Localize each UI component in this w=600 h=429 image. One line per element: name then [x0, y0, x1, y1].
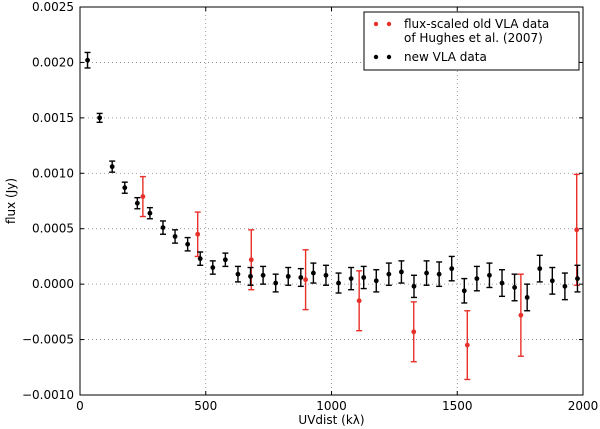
legend-label: of Hughes et al. (2007) — [404, 31, 543, 45]
series-new-vla — [84, 51, 581, 312]
legend-marker — [373, 54, 379, 60]
data-point — [160, 225, 166, 231]
data-point — [574, 227, 580, 233]
data-point — [235, 271, 241, 277]
data-point — [424, 270, 429, 276]
data-point — [537, 266, 543, 272]
data-point — [549, 278, 555, 284]
data-point — [303, 277, 308, 283]
legend-label: flux-scaled old VLA data — [404, 17, 549, 31]
data-point — [562, 283, 568, 289]
x-tick-label: 2000 — [568, 399, 599, 413]
legend-marker — [386, 21, 392, 27]
y-axis-label: flux (Jy) — [4, 178, 18, 224]
data-point — [109, 164, 115, 170]
data-point — [248, 257, 254, 263]
data-point — [512, 285, 517, 290]
grid — [80, 7, 583, 395]
y-tick-label: 0.0010 — [32, 166, 74, 180]
x-axis-label: UVdist (kλ) — [298, 413, 364, 427]
legend-label: new VLA data — [404, 50, 487, 64]
legend-marker — [373, 21, 379, 27]
data-point — [185, 241, 191, 247]
data-point — [140, 194, 146, 199]
data-point — [285, 273, 291, 279]
x-tick-label: 0 — [76, 399, 84, 413]
data-point — [147, 210, 153, 216]
data-point — [310, 270, 316, 276]
series-old-vla — [139, 173, 580, 381]
legend-box — [363, 11, 580, 71]
data-point — [461, 288, 467, 294]
data-point — [260, 272, 266, 278]
data-point — [487, 272, 492, 278]
data-point — [524, 295, 530, 300]
data-point — [85, 57, 90, 63]
data-point — [222, 257, 228, 263]
data-point — [336, 280, 341, 286]
data-point — [197, 256, 203, 262]
y-tick-label: 0.0000 — [32, 277, 74, 291]
data-point — [464, 342, 470, 348]
data-point — [518, 312, 524, 318]
data-point — [298, 275, 304, 280]
data-point — [474, 276, 480, 281]
data-point — [411, 283, 417, 289]
data-point — [248, 273, 253, 279]
data-point — [575, 276, 580, 281]
data-point — [122, 185, 128, 191]
data-point — [386, 271, 392, 277]
data-point — [449, 266, 455, 272]
data-point — [210, 265, 216, 270]
data-point — [273, 280, 279, 286]
data-point — [172, 234, 178, 239]
legend-marker — [386, 54, 392, 60]
data-point — [373, 278, 379, 284]
y-tick-label: −0.0005 — [22, 333, 74, 347]
data-point — [361, 275, 367, 280]
data-point — [97, 115, 103, 121]
data-point — [499, 280, 505, 286]
y-tick-label: 0.0025 — [32, 0, 74, 14]
data-point — [411, 329, 417, 335]
x-tick-label: 1500 — [442, 399, 473, 413]
series-layer — [84, 51, 581, 381]
x-tick-label: 500 — [194, 399, 217, 413]
y-tick-label: −0.0010 — [22, 388, 74, 402]
y-tick-label: 0.0015 — [32, 111, 74, 125]
data-point — [436, 271, 442, 277]
y-tick-label: 0.0020 — [32, 55, 74, 69]
data-point — [348, 276, 354, 281]
x-tick-label: 1000 — [316, 399, 347, 413]
data-point — [195, 231, 201, 237]
ticks: 0 500 1000 1500 2000 −0.0010 −0.0005 0.0000 0.00… — [22, 0, 598, 413]
y-tick-label: 0.0005 — [32, 222, 74, 236]
data-point — [134, 200, 140, 206]
data-point — [356, 298, 362, 304]
data-point — [399, 269, 404, 275]
data-point — [323, 272, 329, 278]
